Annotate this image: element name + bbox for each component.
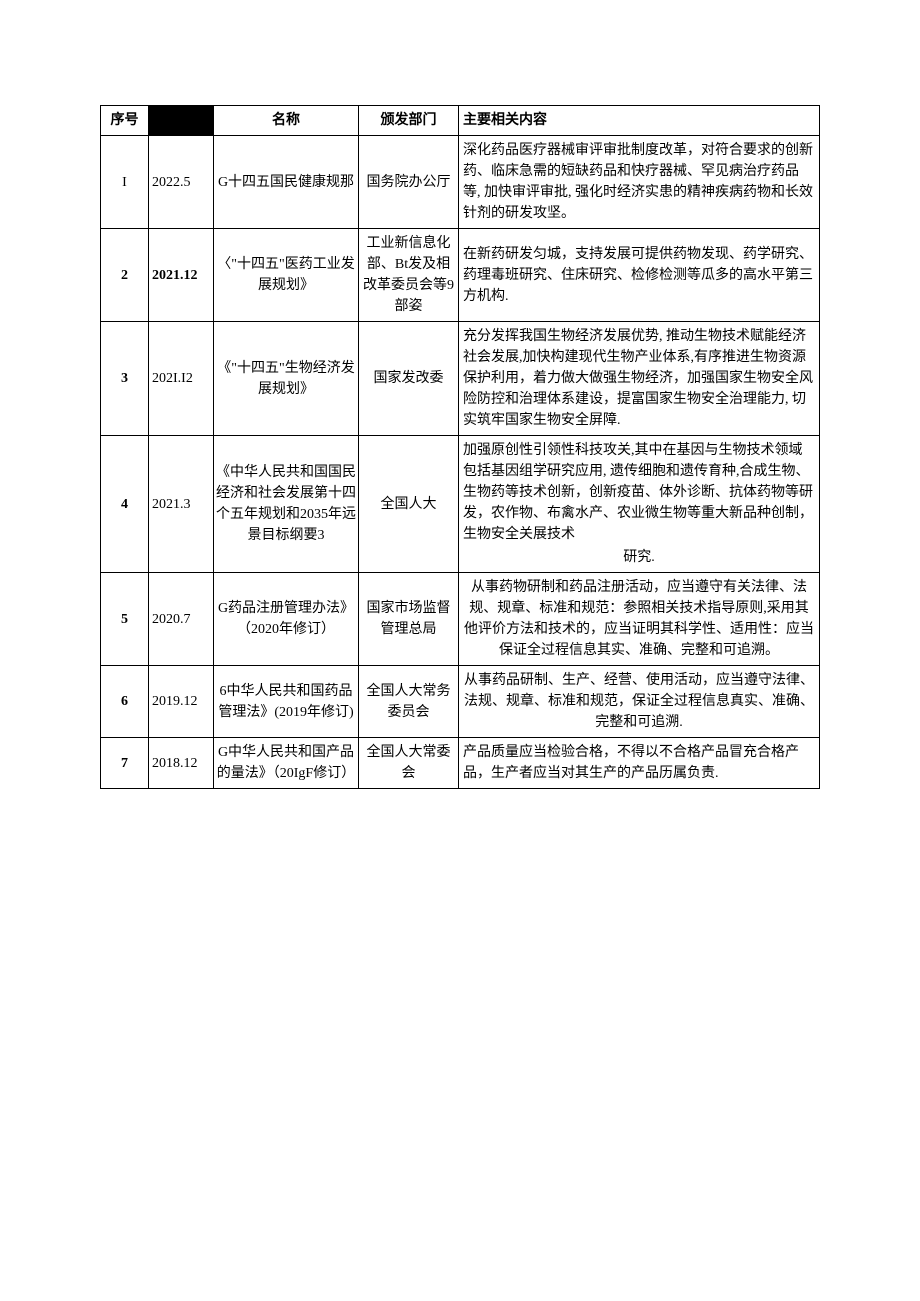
cell-name: 《"十四五"生物经济发展规划》 [214,322,359,436]
table-row: 72018.12G中华人民共和国产品的量法》（20IgF修订）全国人大常委会产品… [101,738,820,789]
header-content: 主要相关内容 [459,106,820,136]
cell-name: 6中华人民共和国药品管理法》(2019年修订) [214,666,359,738]
table-row: 22021.12〈"十四五"医药工业发展规划》工业新信息化部、Bt发及相改革委员… [101,229,820,322]
header-seq: 序号 [101,106,149,136]
header-dept: 颁发部门 [359,106,459,136]
cell-dept: 国家发改委 [359,322,459,436]
cell-name: G十四五国民健康规那 [214,136,359,229]
cell-dept: 全国人大常务委员会 [359,666,459,738]
table-header-row: 序号 名称 颁发部门 主要相关内容 [101,106,820,136]
cell-seq: 7 [101,738,149,789]
table-body: I2022.5G十四五国民健康规那国务院办公厅深化药品医疗器械审评审批制度改革，… [101,136,820,789]
cell-date: 2021.12 [149,229,214,322]
cell-content: 从事药品研制、生产、经营、使用活动，应当遵守法律、法规、规章、标准和规范，保证全… [459,666,820,738]
cell-date: 202I.I2 [149,322,214,436]
table-row: 42021.3《中华人民共和国国民经济和社会发展第十四个五年规划和2035年远景… [101,436,820,573]
cell-date: 2022.5 [149,136,214,229]
cell-seq: 2 [101,229,149,322]
cell-seq: 3 [101,322,149,436]
cell-content: 从事药物研制和药品注册活动，应当遵守有关法律、法规、规章、标准和规范：参照相关技… [459,573,820,666]
cell-dept: 国务院办公厅 [359,136,459,229]
policy-table: 序号 名称 颁发部门 主要相关内容 I2022.5G十四五国民健康规那国务院办公… [100,105,820,789]
cell-content: 加强原创性引领性科技攻关,其中在基因与生物技术领域包括基因组学研究应用, 遗传细… [459,436,820,573]
cell-seq: I [101,136,149,229]
cell-date: 2019.12 [149,666,214,738]
cell-seq: 5 [101,573,149,666]
header-date-blacked [149,106,214,136]
cell-date: 2020.7 [149,573,214,666]
cell-content: 充分发挥我国生物经济发展优势, 推动生物技术赋能经济社会发展,加快构建现代生物产… [459,322,820,436]
cell-name: 《中华人民共和国国民经济和社会发展第十四个五年规划和2035年远景目标纲要3 [214,436,359,573]
cell-name: 〈"十四五"医药工业发展规划》 [214,229,359,322]
cell-dept: 全国人大 [359,436,459,573]
cell-dept: 工业新信息化部、Bt发及相改革委员会等9部姿 [359,229,459,322]
table-row: 3202I.I2《"十四五"生物经济发展规划》国家发改委充分发挥我国生物经济发展… [101,322,820,436]
table-row: I2022.5G十四五国民健康规那国务院办公厅深化药品医疗器械审评审批制度改革，… [101,136,820,229]
cell-date: 2018.12 [149,738,214,789]
table-row: 62019.126中华人民共和国药品管理法》(2019年修订)全国人大常务委员会… [101,666,820,738]
cell-dept: 全国人大常委会 [359,738,459,789]
cell-name: G药品注册管理办法》（2020年修订） [214,573,359,666]
cell-content: 在新药研发匀城，支持发展可提供药物发现、药学研究、药理毒班研究、住床研究、检修检… [459,229,820,322]
cell-seq: 4 [101,436,149,573]
cell-date: 2021.3 [149,436,214,573]
table-row: 52020.7G药品注册管理办法》（2020年修订）国家市场监督管理总局从事药物… [101,573,820,666]
cell-dept: 国家市场监督管理总局 [359,573,459,666]
cell-content: 深化药品医疗器械审评审批制度改革，对符合要求的创新药、临床急需的短缺药品和快疗器… [459,136,820,229]
cell-seq: 6 [101,666,149,738]
cell-name: G中华人民共和国产品的量法》（20IgF修订） [214,738,359,789]
header-name: 名称 [214,106,359,136]
cell-content: 产品质量应当检验合格，不得以不合格产品冒充合格产品，生产者应当对其生产的产品历属… [459,738,820,789]
